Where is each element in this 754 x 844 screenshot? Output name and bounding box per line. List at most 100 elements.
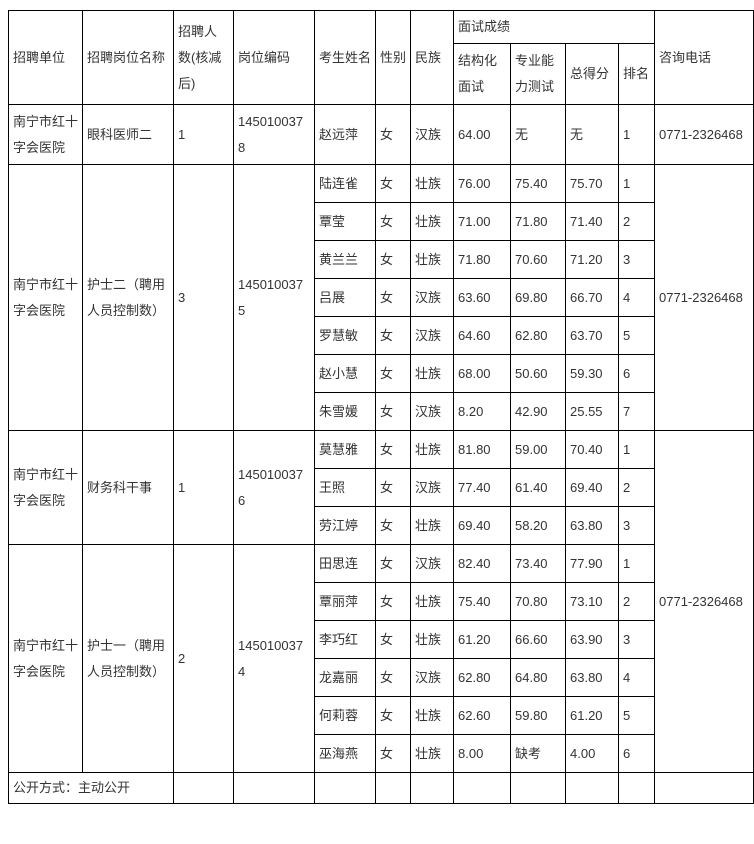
cell-total-score: 63.80 bbox=[565, 658, 619, 697]
cell-structured-score: 64.00 bbox=[453, 104, 511, 165]
cell-phone: 0771-2326468 bbox=[654, 104, 754, 165]
header-ethnicity: 民族 bbox=[410, 10, 454, 105]
header-position-code: 岗位编码 bbox=[233, 10, 315, 105]
header-recruiting-unit: 招聘单位 bbox=[8, 10, 83, 105]
table-row: 王照女汉族 77.40 61.40 69.40 2 bbox=[9, 468, 754, 507]
cell-position-name: 护士二（聘用人员控制数） bbox=[82, 164, 174, 431]
cell-professional-score: 62.80 bbox=[510, 316, 566, 355]
cell-rank: 4 bbox=[617, 658, 656, 697]
cell-total-score: 71.20 bbox=[565, 240, 619, 279]
cell-structured-score: 61.20 bbox=[453, 620, 511, 659]
cell-candidate-name: 罗慧敏 bbox=[314, 316, 376, 355]
cell-total-score: 无 bbox=[565, 104, 619, 165]
cell-total-score: 4.00 bbox=[565, 734, 619, 773]
cell-professional-score: 70.60 bbox=[510, 240, 566, 279]
cell-professional-score: 71.80 bbox=[510, 202, 566, 241]
cell-gender: 女 bbox=[375, 734, 411, 773]
cell-rank: 2 bbox=[617, 468, 656, 507]
empty-cell bbox=[375, 772, 411, 804]
cell-professional-score: 无 bbox=[510, 104, 566, 165]
cell-gender: 女 bbox=[375, 506, 411, 545]
cell-structured-score: 77.40 bbox=[453, 468, 511, 507]
cell-rank: 2 bbox=[617, 202, 656, 241]
empty-cell bbox=[617, 772, 656, 804]
empty-cell bbox=[173, 772, 234, 804]
cell-candidate-name: 吕展 bbox=[314, 278, 376, 317]
table-row: 龙嘉丽女汉族 62.80 64.80 63.80 4 bbox=[9, 658, 754, 697]
cell-professional-score: 59.80 bbox=[510, 696, 566, 735]
header-total-score: 总得分 bbox=[565, 43, 619, 105]
cell-ethnicity: 汉族 bbox=[410, 468, 454, 507]
disclosure-method-cell: 公开方式：主动公开 bbox=[8, 772, 174, 804]
empty-cell bbox=[565, 772, 619, 804]
table-row: 南宁市红十字会医院 护士二（聘用人员控制数） 3 1450100375 陆连雀女壮族 76… bbox=[8, 164, 754, 431]
cell-recruit-count: 2 bbox=[173, 544, 234, 773]
cell-professional-score: 73.40 bbox=[510, 544, 566, 583]
cell-professional-score: 缺考 bbox=[510, 734, 566, 773]
cell-ethnicity: 壮族 bbox=[410, 582, 454, 621]
cell-candidate-name: 李巧红 bbox=[314, 620, 376, 659]
cell-rank: 6 bbox=[617, 354, 656, 393]
cell-candidate-name: 何莉蓉 bbox=[314, 696, 376, 735]
cell-rank: 4 bbox=[617, 278, 656, 317]
cell-structured-score: 71.80 bbox=[453, 240, 511, 279]
cell-gender: 女 bbox=[375, 430, 411, 469]
table-row: 劳江婷女壮族 69.40 58.20 63.80 3 bbox=[9, 506, 754, 545]
footer-row: 公开方式：主动公开 bbox=[8, 772, 754, 804]
cell-candidate-name: 莫慧雅 bbox=[314, 430, 376, 469]
empty-cell bbox=[453, 772, 511, 804]
cell-ethnicity: 壮族 bbox=[410, 202, 454, 241]
cell-ethnicity: 壮族 bbox=[410, 164, 454, 203]
cell-gender: 女 bbox=[375, 620, 411, 659]
table-row: 南宁市红十字会医院 护士一（聘用人员控制数） 2 1450100374 田思连女汉族 82… bbox=[8, 544, 754, 773]
cell-position-name: 眼科医师二 bbox=[82, 104, 174, 165]
cell-ethnicity: 壮族 bbox=[410, 620, 454, 659]
cell-ethnicity: 壮族 bbox=[410, 734, 454, 773]
cell-ethnicity: 汉族 bbox=[410, 544, 454, 583]
cell-gender: 女 bbox=[375, 696, 411, 735]
cell-candidate-name: 劳江婷 bbox=[314, 506, 376, 545]
cell-ethnicity: 壮族 bbox=[410, 506, 454, 545]
table-row: 朱雪媛女汉族 8.20 42.90 25.55 7 bbox=[9, 392, 754, 431]
cell-professional-score: 69.80 bbox=[510, 278, 566, 317]
cell-total-score: 75.70 bbox=[565, 164, 619, 203]
cell-candidate-name: 田思连 bbox=[314, 544, 376, 583]
cell-position-name: 护士一（聘用人员控制数） bbox=[82, 544, 174, 773]
cell-structured-score: 76.00 bbox=[453, 164, 511, 203]
cell-gender: 女 bbox=[375, 354, 411, 393]
cell-structured-score: 62.60 bbox=[453, 696, 511, 735]
cell-candidate-name: 覃丽萍 bbox=[314, 582, 376, 621]
cell-candidate-name: 覃莹 bbox=[314, 202, 376, 241]
cell-recruiting-unit: 南宁市红十字会医院 bbox=[8, 164, 83, 431]
cell-phone: 0771-2326468 bbox=[654, 164, 754, 431]
cell-total-score: 69.40 bbox=[565, 468, 619, 507]
cell-recruit-count: 1 bbox=[173, 430, 234, 545]
cell-ethnicity: 壮族 bbox=[410, 240, 454, 279]
table-row: 吕展女汉族 63.60 69.80 66.70 4 bbox=[9, 278, 754, 317]
cell-ethnicity: 汉族 bbox=[410, 316, 454, 355]
cell-gender: 女 bbox=[375, 104, 411, 165]
cell-professional-score: 66.60 bbox=[510, 620, 566, 659]
header-recruit-count: 招聘人数(核减后) bbox=[173, 10, 234, 105]
cell-ethnicity: 汉族 bbox=[410, 278, 454, 317]
cell-structured-score: 62.80 bbox=[453, 658, 511, 697]
cell-rank: 7 bbox=[617, 392, 656, 431]
empty-cell bbox=[233, 772, 315, 804]
cell-candidate-name: 黄兰兰 bbox=[314, 240, 376, 279]
page: 招聘单位 招聘岗位名称 招聘人数(核减后) 岗位编码 考生姓名 性别 民族 面试… bbox=[8, 10, 754, 804]
cell-rank: 1 bbox=[617, 544, 656, 583]
cell-total-score: 71.40 bbox=[565, 202, 619, 241]
cell-gender: 女 bbox=[375, 316, 411, 355]
cell-total-score: 59.30 bbox=[565, 354, 619, 393]
cell-candidate-name: 王照 bbox=[314, 468, 376, 507]
table-header: 招聘单位 招聘岗位名称 招聘人数(核减后) 岗位编码 考生姓名 性别 民族 面试… bbox=[8, 10, 754, 105]
cell-total-score: 61.20 bbox=[565, 696, 619, 735]
header-gender: 性别 bbox=[375, 10, 411, 105]
table-row: 覃莹女壮族 71.00 71.80 71.40 2 bbox=[9, 202, 754, 241]
cell-rank: 6 bbox=[617, 734, 656, 773]
table-row: 黄兰兰女壮族 71.80 70.60 71.20 3 bbox=[9, 240, 754, 279]
header-candidate-name: 考生姓名 bbox=[314, 10, 376, 105]
cell-structured-score: 81.80 bbox=[453, 430, 511, 469]
cell-rank: 1 bbox=[617, 164, 656, 203]
table-row: 罗慧敏女汉族 64.60 62.80 63.70 5 bbox=[9, 316, 754, 355]
